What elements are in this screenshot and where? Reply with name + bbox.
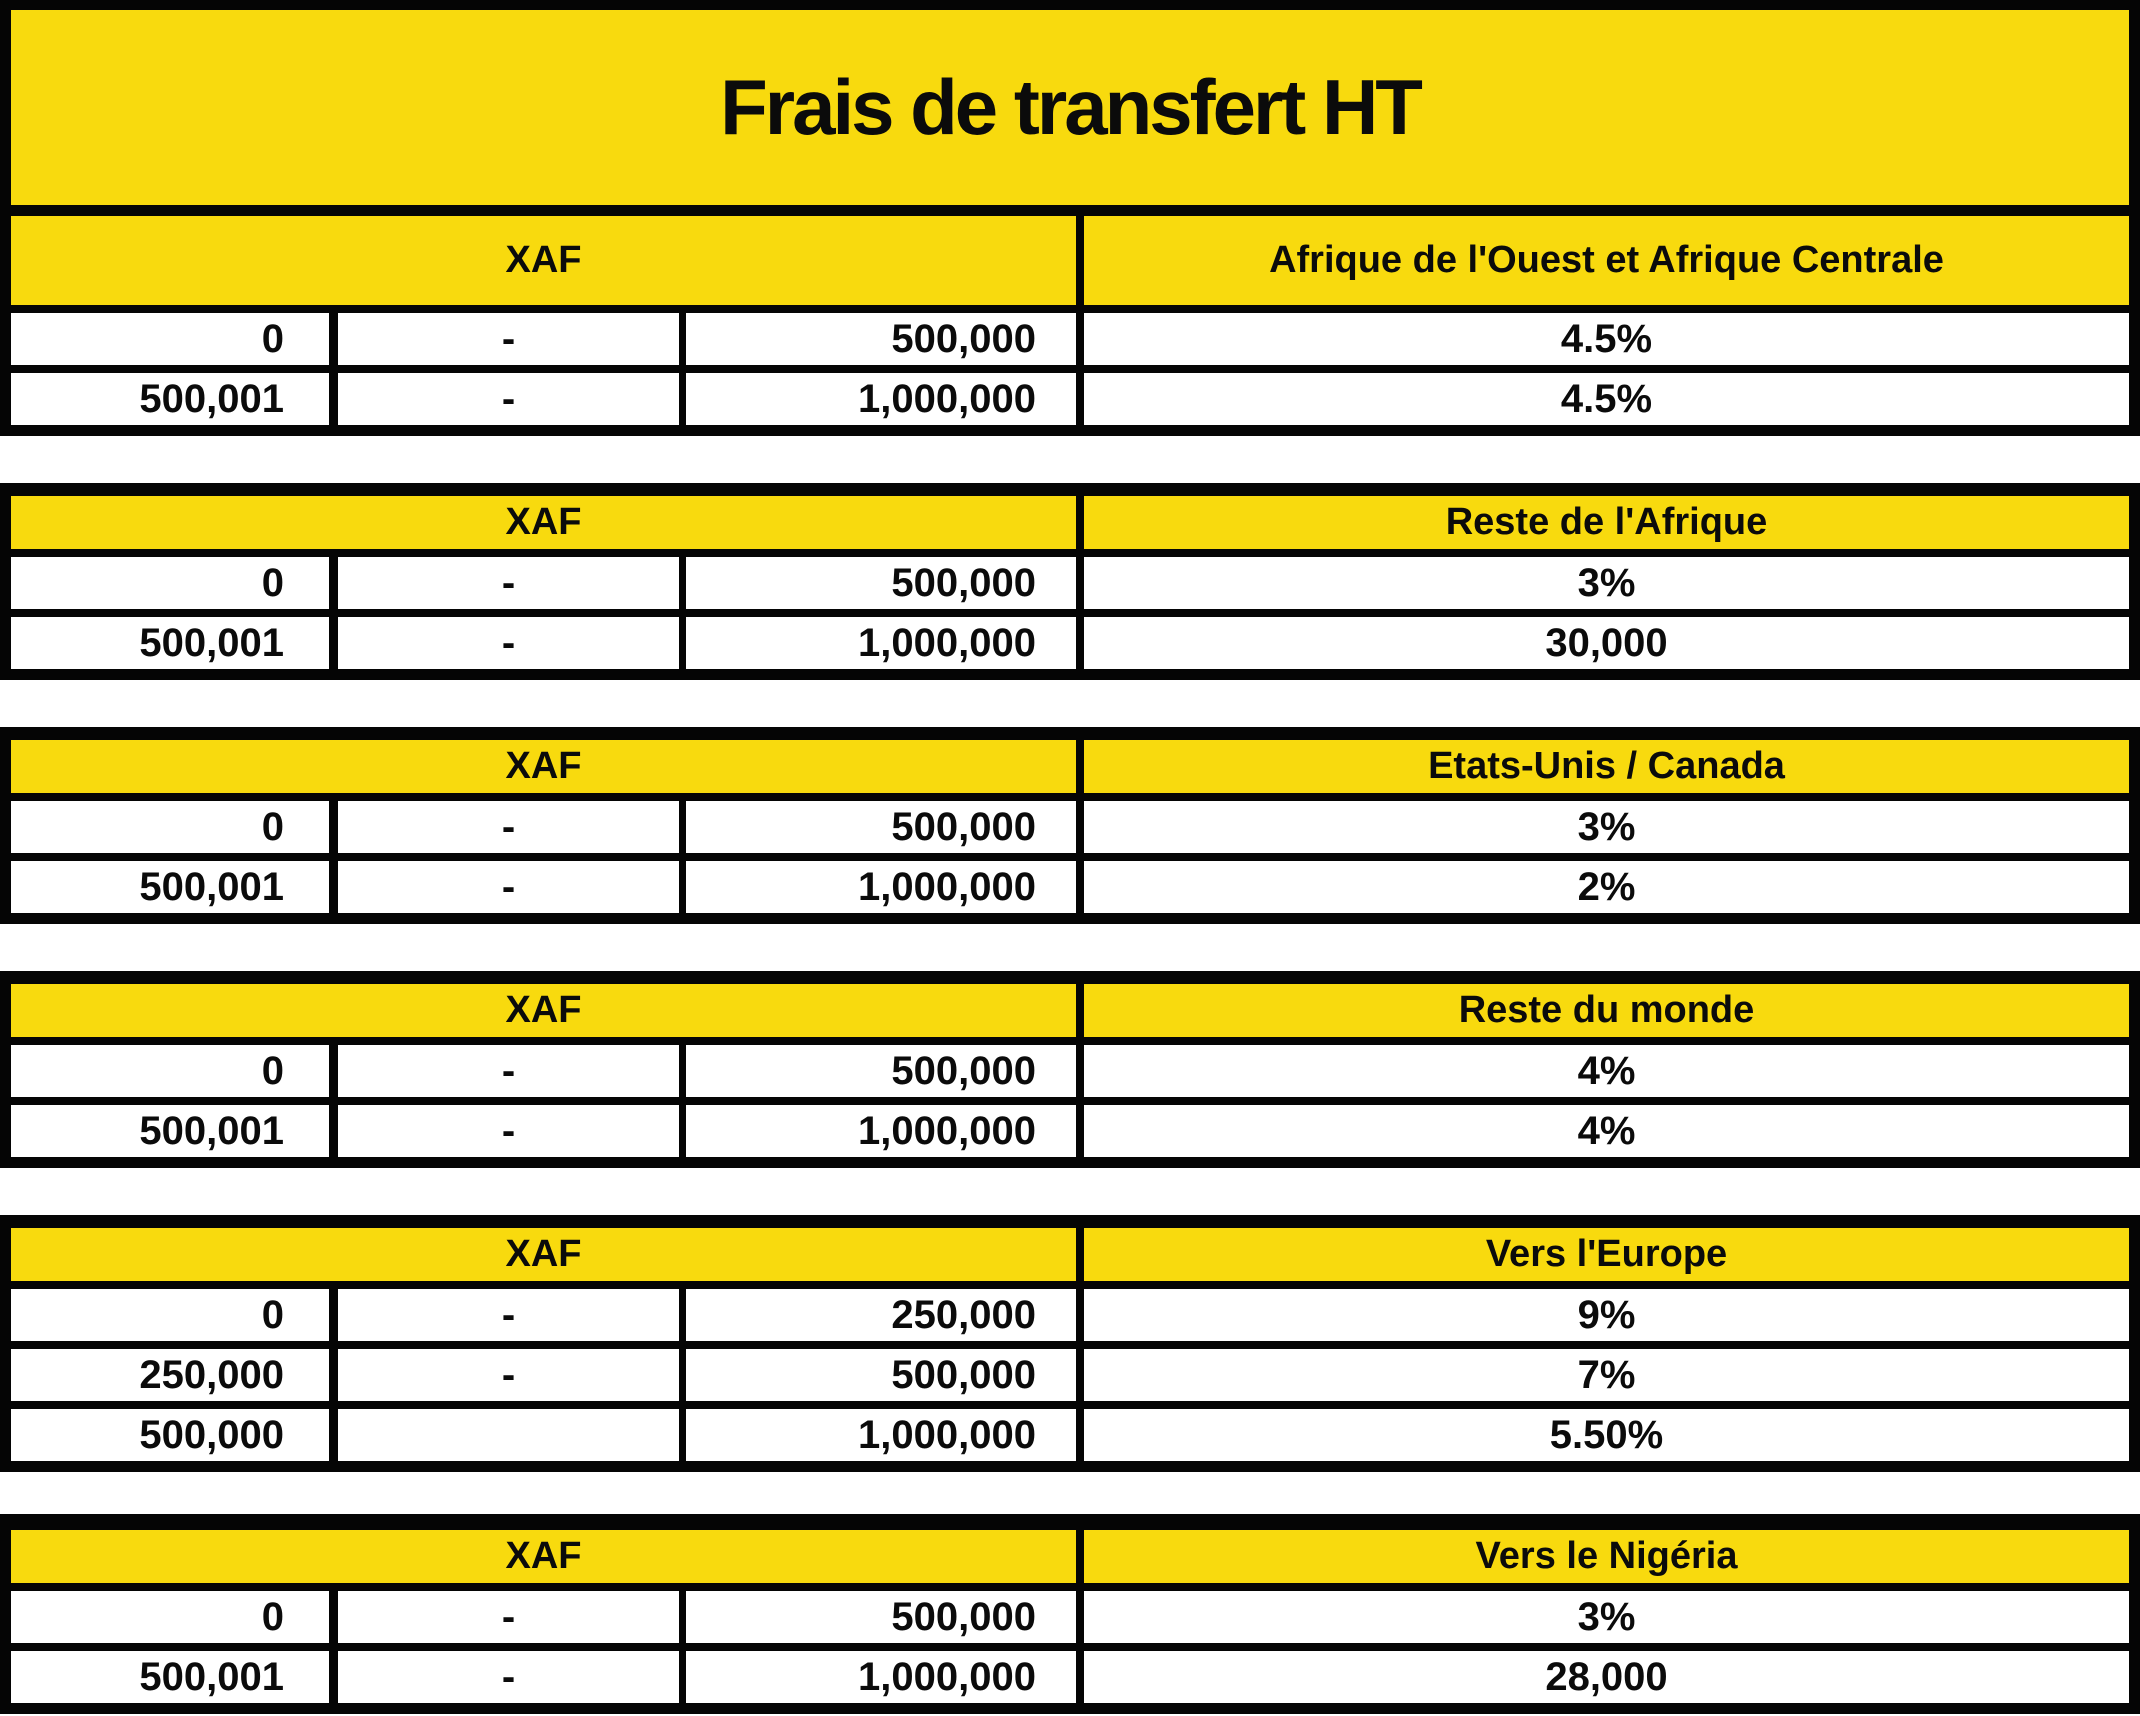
cell-max: 500,000 <box>686 801 1076 853</box>
cell-max: 1,000,000 <box>686 1105 1076 1157</box>
section-etats-unis-canada: XAF Etats-Unis / Canada 0 - 500,000 3% 5… <box>0 727 2140 924</box>
section-vers-nigeria: XAF Vers le Nigéria 0 - 500,000 3% 500,0… <box>0 1514 2140 1714</box>
cell-separator: - <box>338 1349 679 1401</box>
cell-separator <box>338 1409 679 1461</box>
section-header: XAF Reste de l'Afrique <box>11 496 2129 549</box>
table-row: 250,000 - 500,000 7% <box>11 1349 2129 1401</box>
table-row: 500,001 - 1,000,000 4.5% <box>11 373 2129 425</box>
section-header: XAF Afrique de l'Ouest et Afrique Centra… <box>11 216 2129 305</box>
page-title: Frais de transfert HT <box>11 10 2129 205</box>
section-reste-du-monde: XAF Reste du monde 0 - 500,000 4% 500,00… <box>0 971 2140 1168</box>
cell-min: 500,000 <box>11 1409 329 1461</box>
cell-min: 500,001 <box>11 1105 329 1157</box>
cell-separator: - <box>338 1651 679 1703</box>
cell-separator: - <box>338 557 679 609</box>
table-row: 500,001 - 1,000,000 4% <box>11 1105 2129 1157</box>
cell-max: 500,000 <box>686 1349 1076 1401</box>
table-row: 500,001 - 1,000,000 28,000 <box>11 1651 2129 1703</box>
cell-max: 1,000,000 <box>686 617 1076 669</box>
table-row: 0 - 500,000 3% <box>11 1591 2129 1643</box>
section-header: XAF Vers l'Europe <box>11 1228 2129 1281</box>
cell-separator: - <box>338 1045 679 1097</box>
cell-fee: 4% <box>1084 1105 2129 1157</box>
section-header: XAF Reste du monde <box>11 984 2129 1037</box>
cell-max: 1,000,000 <box>686 1409 1076 1461</box>
table-row: 0 - 500,000 4.5% <box>11 313 2129 365</box>
region-header: Vers le Nigéria <box>1084 1530 2129 1583</box>
currency-header: XAF <box>11 1530 1076 1583</box>
table-row: 0 - 500,000 4% <box>11 1045 2129 1097</box>
region-header: Afrique de l'Ouest et Afrique Centrale <box>1084 216 2129 305</box>
cell-min: 500,001 <box>11 1651 329 1703</box>
currency-header: XAF <box>11 984 1076 1037</box>
section-header: XAF Vers le Nigéria <box>11 1530 2129 1583</box>
cell-max: 500,000 <box>686 557 1076 609</box>
cell-min: 500,001 <box>11 861 329 913</box>
region-header: Etats-Unis / Canada <box>1084 740 2129 793</box>
section-afrique-ouest-centrale: Frais de transfert HT XAF Afrique de l'O… <box>0 0 2140 436</box>
cell-min: 0 <box>11 557 329 609</box>
cell-min: 0 <box>11 801 329 853</box>
currency-header: XAF <box>11 496 1076 549</box>
cell-fee: 4% <box>1084 1045 2129 1097</box>
cell-max: 500,000 <box>686 1591 1076 1643</box>
cell-fee: 3% <box>1084 557 2129 609</box>
table-row: 500,001 - 1,000,000 30,000 <box>11 617 2129 669</box>
cell-fee: 4.5% <box>1084 313 2129 365</box>
cell-min: 500,001 <box>11 373 329 425</box>
region-header: Reste de l'Afrique <box>1084 496 2129 549</box>
cell-min: 0 <box>11 1289 329 1341</box>
cell-separator: - <box>338 313 679 365</box>
cell-min: 250,000 <box>11 1349 329 1401</box>
cell-separator: - <box>338 801 679 853</box>
cell-max: 1,000,000 <box>686 861 1076 913</box>
cell-fee: 30,000 <box>1084 617 2129 669</box>
cell-fee: 7% <box>1084 1349 2129 1401</box>
cell-min: 0 <box>11 1591 329 1643</box>
cell-separator: - <box>338 1591 679 1643</box>
table-row: 0 - 500,000 3% <box>11 801 2129 853</box>
cell-fee: 4.5% <box>1084 373 2129 425</box>
table-row: 500,000 1,000,000 5.50% <box>11 1409 2129 1461</box>
table-row: 0 - 500,000 3% <box>11 557 2129 609</box>
region-header: Reste du monde <box>1084 984 2129 1037</box>
cell-separator: - <box>338 373 679 425</box>
cell-max: 500,000 <box>686 313 1076 365</box>
cell-max: 1,000,000 <box>686 373 1076 425</box>
currency-header: XAF <box>11 740 1076 793</box>
currency-header: XAF <box>11 216 1076 305</box>
cell-fee: 28,000 <box>1084 1651 2129 1703</box>
cell-separator: - <box>338 617 679 669</box>
cell-fee: 3% <box>1084 1591 2129 1643</box>
region-header: Vers l'Europe <box>1084 1228 2129 1281</box>
cell-min: 0 <box>11 313 329 365</box>
cell-min: 500,001 <box>11 617 329 669</box>
cell-separator: - <box>338 1289 679 1341</box>
currency-header: XAF <box>11 1228 1076 1281</box>
cell-fee: 3% <box>1084 801 2129 853</box>
cell-separator: - <box>338 861 679 913</box>
cell-fee: 5.50% <box>1084 1409 2129 1461</box>
section-vers-europe: XAF Vers l'Europe 0 - 250,000 9% 250,000… <box>0 1215 2140 1472</box>
cell-separator: - <box>338 1105 679 1157</box>
cell-max: 500,000 <box>686 1045 1076 1097</box>
table-row: 500,001 - 1,000,000 2% <box>11 861 2129 913</box>
cell-max: 1,000,000 <box>686 1651 1076 1703</box>
table-row: 0 - 250,000 9% <box>11 1289 2129 1341</box>
cell-fee: 2% <box>1084 861 2129 913</box>
cell-max: 250,000 <box>686 1289 1076 1341</box>
cell-min: 0 <box>11 1045 329 1097</box>
section-reste-afrique: XAF Reste de l'Afrique 0 - 500,000 3% 50… <box>0 483 2140 680</box>
cell-fee: 9% <box>1084 1289 2129 1341</box>
section-header: XAF Etats-Unis / Canada <box>11 740 2129 793</box>
